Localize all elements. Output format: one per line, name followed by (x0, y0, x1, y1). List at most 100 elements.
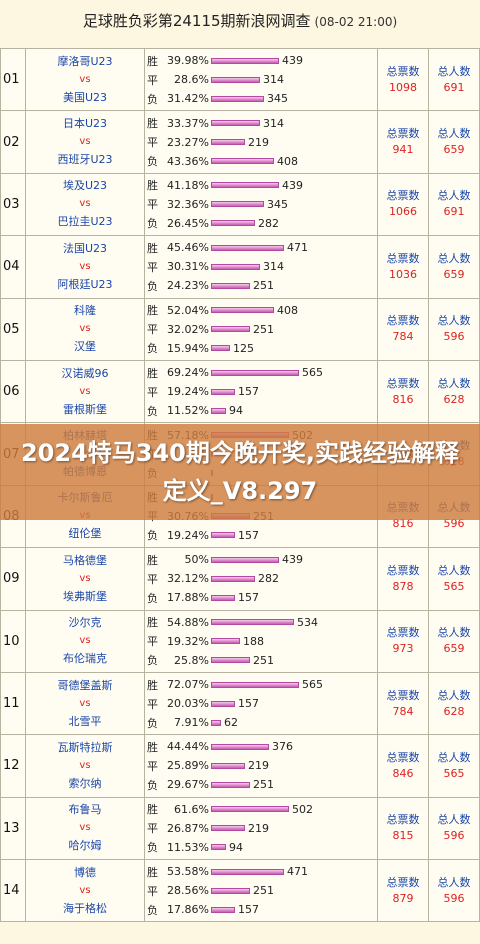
match-teams: 瓦斯特拉斯 vs 索尔纳 (25, 734, 145, 798)
loss-count: 157 (238, 591, 259, 605)
win-count: 314 (263, 116, 284, 130)
loss-percent: 19.24% (167, 528, 209, 542)
match-teams: 摩洛哥U23 vs 美国U23 (25, 47, 145, 112)
match-index: 01 (0, 47, 26, 112)
total-votes-cell: 总票数 973 (377, 609, 429, 673)
draw-percent: 28.56% (167, 884, 209, 898)
draw-label: 平 (147, 385, 158, 399)
away-team[interactable]: 雷根斯堡 (63, 402, 107, 416)
match-teams: 汉诺威96 vs 雷根斯堡 (25, 359, 145, 424)
total-people-cell: 总人数 659 (428, 110, 480, 174)
draw-count: 251 (253, 884, 274, 898)
loss-bar (211, 719, 221, 726)
total-people-value: 659 (443, 143, 465, 157)
away-team[interactable]: 纽伦堡 (68, 527, 102, 541)
vote-bars: 胜 53.58% 471 平 28.56% 251 负 17.86% 157 (144, 859, 378, 923)
win-count: 534 (297, 615, 318, 629)
home-team[interactable]: 汉诺威96 (61, 366, 109, 380)
draw-percent: 23.27% (167, 135, 209, 149)
win-label: 胜 (147, 803, 158, 817)
draw-row: 平 19.24% 157 (145, 382, 377, 401)
away-team[interactable]: 汉堡 (74, 340, 96, 354)
match-teams: 科隆 vs 汉堡 (25, 297, 145, 361)
total-votes-cell: 总票数 1098 (377, 47, 429, 112)
draw-label: 平 (147, 136, 158, 150)
draw-count: 219 (248, 821, 269, 835)
vote-bars: 胜 41.18% 439 平 32.36% 345 负 26.45% 282 (144, 172, 378, 237)
total-people-value: 596 (443, 829, 465, 843)
draw-percent: 20.03% (167, 697, 209, 711)
loss-percent: 11.53% (167, 840, 209, 854)
home-team[interactable]: 布鲁马 (68, 803, 102, 817)
away-team[interactable]: 海于格松 (63, 901, 107, 915)
total-votes-cell: 总票数 846 (377, 734, 429, 798)
away-team[interactable]: 巴拉圭U23 (57, 215, 113, 229)
vote-bars: 胜 61.6% 502 平 26.87% 219 负 11.53% 94 (144, 796, 378, 861)
home-team[interactable]: 科隆 (74, 304, 96, 318)
draw-count: 219 (248, 135, 269, 149)
win-bar (211, 307, 274, 314)
away-team[interactable]: 索尔纳 (68, 776, 102, 790)
win-percent: 69.24% (167, 366, 209, 380)
home-team[interactable]: 摩洛哥U23 (57, 54, 113, 68)
away-team[interactable]: 阿根廷U23 (57, 277, 113, 291)
match-index: 14 (0, 859, 26, 923)
home-team[interactable]: 法国U23 (62, 241, 108, 255)
loss-label: 负 (147, 778, 158, 792)
win-label: 胜 (147, 553, 158, 567)
away-team[interactable]: 北雪平 (68, 714, 102, 728)
away-team[interactable]: 西班牙U23 (57, 153, 113, 167)
win-count: 408 (277, 303, 298, 317)
vote-bars: 胜 39.98% 439 平 28.6% 314 负 31.42% 345 (144, 47, 378, 112)
win-row: 胜 61.6% 502 (145, 800, 377, 819)
overlay-banner (0, 424, 480, 520)
match-index: 06 (0, 359, 26, 424)
draw-percent: 32.02% (167, 322, 209, 336)
home-team[interactable]: 瓦斯特拉斯 (57, 740, 113, 754)
home-team[interactable]: 埃及U23 (62, 179, 108, 193)
draw-count: 314 (263, 73, 284, 87)
draw-row: 平 32.12% 282 (145, 569, 377, 588)
loss-row: 负 25.8% 251 (145, 651, 377, 670)
survey-time: (08-02 21:00) (314, 15, 398, 29)
total-people-value: 596 (443, 517, 465, 531)
draw-bar (211, 700, 235, 707)
win-bar (211, 556, 279, 563)
win-label: 胜 (147, 117, 158, 131)
total-people-cell: 总人数 596 (428, 796, 480, 861)
away-team[interactable]: 布伦瑞克 (63, 652, 107, 666)
total-people-cell: 总人数 659 (428, 609, 480, 673)
draw-label: 平 (147, 323, 158, 337)
table-row: 12 瓦斯特拉斯 vs 索尔纳 胜 44.44% 376 平 25.89% 21… (0, 734, 480, 798)
home-team[interactable]: 哥德堡盖斯 (57, 678, 113, 692)
win-percent: 72.07% (167, 678, 209, 692)
loss-row: 负 17.88% 157 (145, 588, 377, 607)
total-votes-label: 总票数 (386, 189, 420, 203)
total-people-cell: 总人数 659 (428, 235, 480, 299)
vs-label: vs (79, 323, 91, 335)
draw-label: 平 (147, 572, 158, 586)
win-bar (211, 182, 279, 189)
loss-label: 负 (147, 841, 158, 855)
win-count: 471 (287, 865, 308, 879)
total-people-label: 总人数 (437, 688, 471, 702)
total-votes-value: 1066 (389, 205, 417, 219)
loss-label: 负 (147, 529, 158, 543)
title-text: 足球胜负彩第24115期新浪网调查 (82, 12, 311, 30)
win-row: 胜 69.24% 565 (145, 363, 377, 382)
match-index: 04 (0, 235, 26, 299)
home-team[interactable]: 日本U23 (62, 117, 108, 131)
vs-label: vs (79, 198, 91, 210)
draw-row: 平 32.36% 345 (145, 195, 377, 214)
table-row: 14 博德 vs 海于格松 胜 53.58% 471 平 28.56% 251 … (0, 859, 480, 923)
home-team[interactable]: 博德 (74, 865, 96, 879)
total-people-cell: 总人数 565 (428, 547, 480, 611)
home-team[interactable]: 沙尔克 (68, 616, 102, 630)
away-team[interactable]: 美国U23 (62, 90, 108, 104)
draw-label: 平 (147, 822, 158, 836)
home-team[interactable]: 马格德堡 (63, 553, 107, 567)
away-team[interactable]: 埃弗斯堡 (63, 589, 107, 603)
total-people-label: 总人数 (437, 626, 471, 640)
total-votes-value: 1036 (389, 267, 417, 281)
away-team[interactable]: 哈尔姆 (68, 839, 102, 853)
